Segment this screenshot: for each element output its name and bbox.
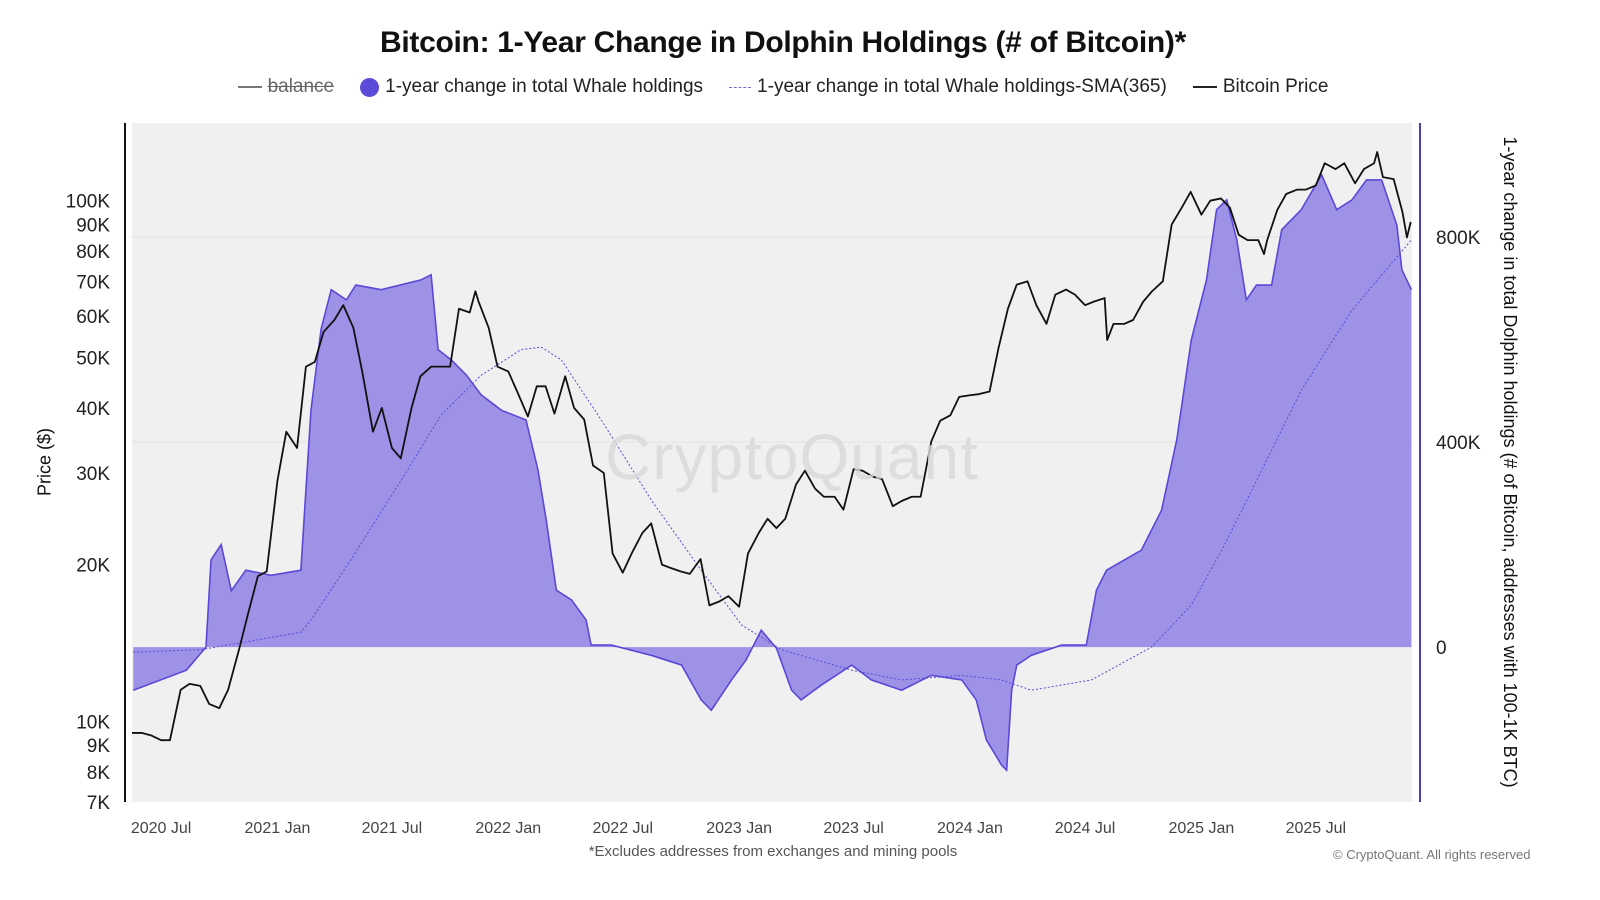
right-tick-label: 800K: [1436, 228, 1481, 249]
whale-change-line: [132, 173, 1413, 773]
x-axis-ticks: 2020 Jul 2021 Jan 2021 Jul 2022 Jan 2022 Jul…: [131, 820, 1346, 837]
right-axis-ticks: 0 400K 800K: [1436, 228, 1481, 659]
x-tick-label: 2020 Jul: [131, 820, 192, 837]
left-tick-label: 70K: [76, 272, 110, 293]
whale-change-area: [133, 174, 1412, 771]
left-tick-label: 80K: [76, 242, 110, 263]
x-tick-label: 2024 Jan: [937, 820, 1003, 837]
right-axis-label: 1-year change in total Dolphin holdings …: [1500, 136, 1520, 788]
left-tick-label: 10K: [76, 712, 110, 733]
legend-item-bitcoin-price[interactable]: Bitcoin Price: [1192, 76, 1329, 98]
left-tick-label: 9K: [87, 736, 111, 757]
left-axis-label: Price ($): [34, 427, 55, 497]
series-marks: [132, 151, 1413, 773]
dashed-line-swatch-icon: [729, 86, 752, 88]
left-tick-label: 30K: [76, 464, 110, 485]
legend-item-balance[interactable]: balance: [237, 76, 335, 98]
right-tick-label: 400K: [1436, 433, 1481, 454]
legend-item-whale-sma[interactable]: 1-year change in total Whale holdings-SM…: [729, 76, 1167, 98]
circle-swatch-icon: [360, 77, 380, 97]
line-swatch-icon: [237, 86, 262, 88]
right-tick-label: 0: [1436, 638, 1447, 659]
legend-label: balance: [267, 76, 335, 97]
left-tick-label: 20K: [76, 556, 110, 577]
left-tick-label: 60K: [76, 307, 110, 328]
chart-title: Bitcoin: 1-Year Change in Dolphin Holdin…: [380, 26, 1186, 59]
left-tick-label: 50K: [76, 348, 110, 369]
line-swatch-icon: [1192, 86, 1217, 88]
left-axis-ticks: 7K 8K 9K 10K 20K 30K 40K 50K 60K 70K 80K 90K 100K: [66, 192, 111, 814]
x-tick-label: 2024 Jul: [1055, 820, 1116, 837]
legend-label: 1-year change in total Whale holdings: [385, 76, 704, 97]
left-tick-label: 90K: [76, 216, 110, 237]
x-tick-label: 2021 Jul: [362, 820, 423, 837]
x-tick-label: 2021 Jan: [245, 820, 311, 837]
x-tick-label: 2023 Jan: [706, 820, 772, 837]
watermark: CryptoQuant: [605, 421, 979, 493]
x-tick-label: 2022 Jul: [593, 820, 654, 837]
x-tick-label: 2023 Jul: [823, 820, 884, 837]
legend-label: 1-year change in total Whale holdings-SM…: [757, 76, 1167, 97]
left-tick-label: 100K: [66, 192, 111, 213]
whale-sma-line: [133, 239, 1412, 691]
legend: balance 1-year change in total Whale hol…: [0, 76, 1566, 98]
footnote: *Excludes addresses from exchanges and m…: [588, 843, 958, 860]
x-tick-label: 2025 Jan: [1168, 820, 1234, 837]
x-tick-label: 2022 Jan: [475, 820, 541, 837]
legend-label: Bitcoin Price: [1222, 76, 1329, 97]
left-tick-label: 40K: [76, 399, 110, 420]
legend-item-whale-change[interactable]: 1-year change in total Whale holdings: [360, 76, 703, 98]
copyright: © CryptoQuant. All rights reserved: [1333, 847, 1531, 862]
x-tick-label: 2025 Jul: [1286, 820, 1347, 837]
left-tick-label: 7K: [87, 793, 111, 814]
left-tick-label: 8K: [87, 763, 111, 784]
bitcoin-price-line: [132, 151, 1412, 742]
